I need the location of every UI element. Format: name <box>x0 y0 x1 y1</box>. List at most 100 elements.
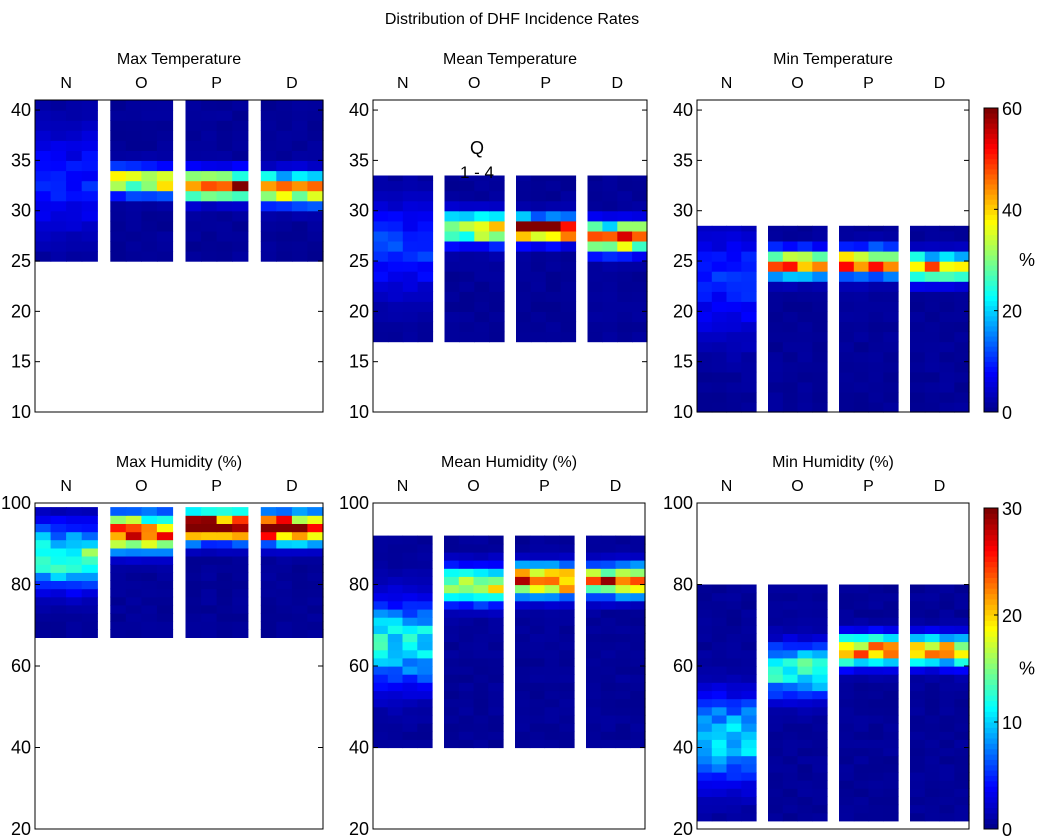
heatmap-cell <box>615 641 631 651</box>
heatmap-cell <box>812 731 828 740</box>
heatmap-cell <box>797 780 813 789</box>
heatmap-cell <box>141 100 158 111</box>
heatmap-cell <box>402 731 418 740</box>
heatmap-cell <box>868 261 884 272</box>
heatmap-cell <box>529 739 546 749</box>
heatmap-cell <box>545 321 562 333</box>
heatmap-cell <box>782 381 799 393</box>
heatmap-cell <box>417 731 433 740</box>
heatmap-cell <box>66 604 83 614</box>
heatmap-cell <box>939 739 955 749</box>
heatmap-cell <box>910 251 926 262</box>
heatmap-cell <box>81 604 98 614</box>
heatmap-cell <box>697 331 713 343</box>
heatmap-cell <box>81 547 98 557</box>
column-label: P <box>540 75 551 92</box>
heatmap-cell <box>711 361 728 373</box>
heatmap-cell <box>402 240 419 252</box>
heatmap-cell <box>488 723 504 732</box>
heatmap-cell <box>768 723 784 732</box>
heatmap-cell <box>782 301 799 312</box>
heatmap-cell <box>529 535 546 545</box>
heatmap-cell <box>185 100 202 111</box>
heatmap-cell <box>939 641 955 651</box>
heatmap-cell <box>782 723 799 732</box>
heatmap-cell <box>66 130 83 141</box>
heatmap-cell <box>489 240 505 252</box>
heatmap-cell <box>125 100 142 111</box>
heatmap-cell <box>35 523 52 533</box>
colorbar-segment <box>984 684 998 691</box>
heatmap-cell <box>444 281 460 292</box>
heatmap-cell <box>868 341 884 353</box>
heatmap-cell <box>602 175 618 182</box>
heatmap-cell <box>110 190 127 202</box>
heatmap-cell <box>632 321 648 333</box>
heatmap-cell <box>797 361 813 373</box>
heatmap-cell <box>545 230 562 242</box>
heatmap-cell <box>50 150 67 161</box>
heatmap-cell <box>387 682 404 692</box>
heatmap-cell <box>910 271 926 282</box>
heatmap-cell <box>232 531 249 541</box>
heatmap-cell <box>81 621 98 630</box>
heatmap-cell <box>726 617 742 626</box>
heatmap-cell <box>782 341 799 353</box>
heatmap-cell <box>883 371 899 383</box>
heatmap-cell <box>141 170 158 182</box>
heatmap-cell <box>141 150 158 161</box>
heatmap-cell <box>201 230 218 242</box>
heatmap-cell <box>402 261 419 272</box>
heatmap-cell <box>726 311 742 323</box>
heatmap-cell <box>586 666 602 675</box>
heatmap-cell <box>797 391 813 403</box>
heatmap-cell <box>291 629 309 638</box>
heatmap-cell <box>782 225 799 232</box>
heatmap-cell <box>630 584 646 594</box>
heatmap-cell <box>939 361 955 373</box>
heatmap-cell <box>529 584 546 594</box>
colorbar-segment <box>984 689 998 696</box>
heatmap-cell <box>81 160 98 172</box>
heatmap-cell <box>516 175 532 182</box>
heatmap-cell <box>260 572 277 581</box>
heatmap-cell <box>883 584 899 594</box>
heatmap-cell <box>586 649 602 659</box>
heatmap-cell <box>125 580 142 590</box>
heatmap-cell <box>387 592 404 602</box>
heatmap-cell <box>291 588 309 598</box>
heatmap-cell <box>602 210 618 222</box>
heatmap-cell <box>839 371 855 383</box>
heatmap-cell <box>924 755 941 765</box>
heatmap-cell <box>110 580 127 590</box>
heatmap-cell <box>954 281 970 292</box>
heatmap-cell <box>81 110 98 121</box>
y-tick-label: 10 <box>349 402 369 422</box>
colorbar-segment <box>984 609 998 616</box>
heatmap-cell <box>515 641 531 651</box>
heatmap-cell <box>474 331 490 343</box>
heatmap-cell <box>839 291 855 302</box>
heatmap-cell <box>387 220 404 232</box>
heatmap-cell <box>797 812 813 822</box>
colorbar-segment <box>984 786 998 792</box>
heatmap-cell <box>600 649 617 659</box>
heatmap-cell <box>50 629 67 638</box>
panel-title: Mean Humidity (%) <box>441 454 577 471</box>
heatmap-cell <box>839 321 855 333</box>
heatmap-cell <box>50 588 67 598</box>
heatmap-cell <box>307 100 324 111</box>
heatmap-cell <box>741 804 757 814</box>
heatmap-cell <box>853 584 870 594</box>
colorbar-segment <box>984 336 998 342</box>
heatmap-cell <box>307 629 324 638</box>
heatmap-cell <box>458 592 475 602</box>
heatmap-cell <box>868 281 884 292</box>
heatmap-cell <box>587 200 603 212</box>
heatmap-cell <box>544 706 560 716</box>
heatmap-cell <box>839 633 855 643</box>
heatmap-cell <box>586 633 602 643</box>
heatmap-cell <box>853 281 870 292</box>
heatmap-cell <box>630 706 646 716</box>
heatmap-cell <box>782 361 799 373</box>
